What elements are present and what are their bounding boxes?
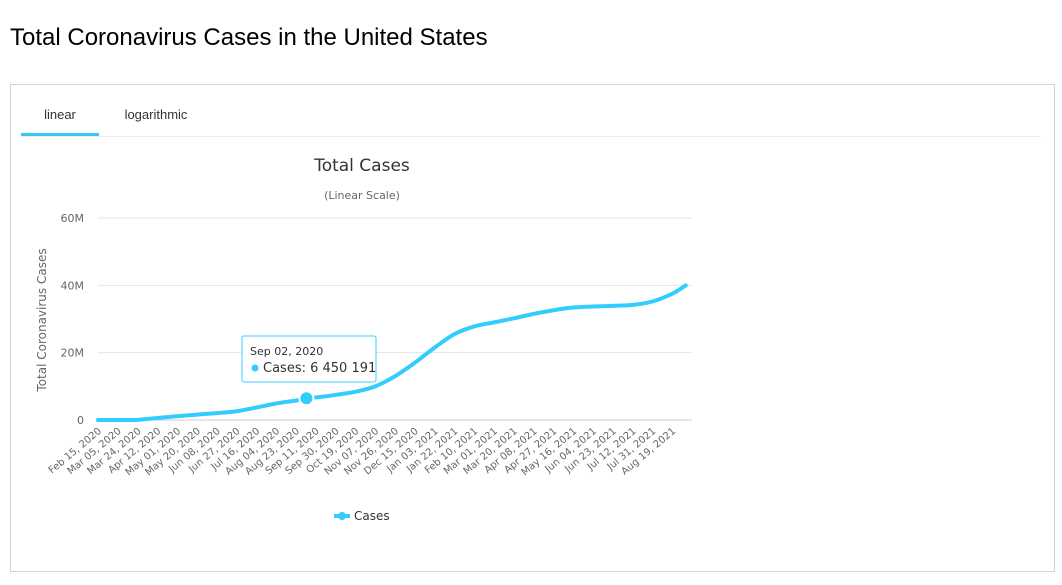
legend-swatch-dot	[338, 512, 346, 520]
y-axis-title: Total Coronavirus Cases	[35, 248, 49, 392]
chart-panel: linear logarithmic	[10, 84, 1055, 572]
y-tick-label: 40M	[61, 279, 85, 292]
y-axis-ticks: 0 20M 40M 60M	[61, 212, 85, 427]
tab-linear-label: linear	[44, 107, 76, 122]
tabs-divider	[21, 136, 1041, 137]
hovered-data-point[interactable]	[298, 390, 315, 407]
tooltip: Sep 02, 2020 Cases: 6 450 191	[241, 335, 377, 407]
grid-lines	[98, 217, 692, 421]
tooltip-box	[241, 335, 377, 383]
tab-logarithmic[interactable]: logarithmic	[111, 105, 201, 137]
y-tick-label: 0	[77, 414, 84, 427]
tooltip-date: Sep 02, 2020	[250, 345, 323, 358]
legend[interactable]: Cases	[334, 509, 390, 523]
series-layer	[96, 283, 688, 423]
series-line-cases[interactable]	[96, 283, 688, 423]
tab-linear[interactable]: linear	[21, 105, 99, 137]
y-tick-label: 20M	[61, 347, 85, 360]
tooltip-series-dot	[251, 364, 259, 372]
tab-active-indicator	[21, 133, 99, 137]
chart-subtitle: (Linear Scale)	[324, 189, 400, 202]
legend-item-cases[interactable]: Cases	[354, 509, 390, 523]
page-title: Total Coronavirus Cases in the United St…	[10, 24, 488, 51]
tooltip-value: Cases: 6 450 191	[263, 361, 376, 376]
tab-logarithmic-label: logarithmic	[124, 107, 188, 122]
y-tick-label: 60M	[61, 212, 85, 225]
chart-title: Total Cases	[313, 156, 410, 176]
